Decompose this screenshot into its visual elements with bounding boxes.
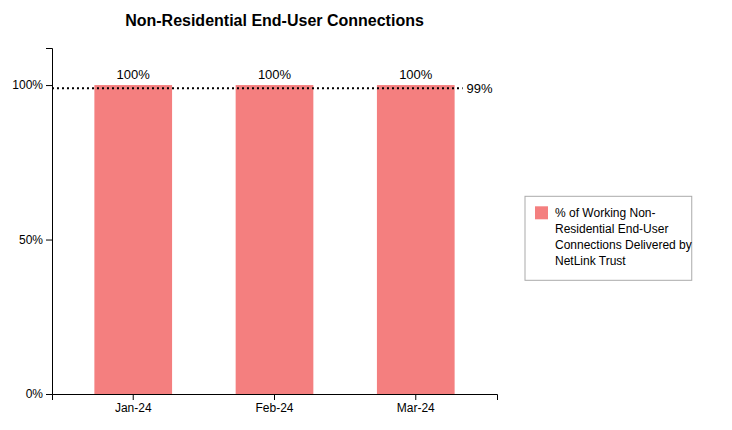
title: Non-Residential End-User Connections [125,12,424,29]
x-tick: Feb-24 [255,394,293,415]
y-tick-label: 50% [19,233,43,247]
legend: % of Working Non-Residential End-UserCon… [525,196,692,280]
data-label: 100% [117,67,151,82]
labels: 100% 100% 100% 99% [117,67,493,96]
y-tick-label: 100% [12,78,43,92]
x-axis-line [53,395,498,401]
y-tick-label: 0% [26,387,44,401]
data-label: 100% [258,67,292,82]
y-tick-mark [46,394,52,395]
legend-frame [525,196,692,280]
bar [236,85,314,394]
bar [377,85,455,394]
x-tick-mark [133,394,134,400]
x-tick-mark [415,394,416,400]
x-tick-label: Feb-24 [255,401,293,415]
x-axis: Jan-24 Feb-24 Mar-24 [53,394,498,415]
x-tick-mark [274,394,275,400]
legend-item: % of Working Non-Residential End-UserCon… [535,206,692,268]
y-axis: 0% 50% 100% [12,49,52,402]
reference-label: 99% [467,81,493,96]
marks [52,85,463,394]
y-tick: 0% [26,387,52,401]
x-tick-label: Jan-24 [115,401,152,415]
x-tick-label: Mar-24 [397,401,435,415]
y-tick: 50% [19,233,52,247]
x-tick: Jan-24 [115,394,152,415]
y-tick-mark [46,240,52,241]
plot: 0% 50% 100% Jan-24 Feb-24 Mar-24 100% 100% 100% 9… [12,49,497,415]
chart: Non-Residential End-User Connections 0% 50… [0,0,732,430]
x-tick: Mar-24 [397,394,435,415]
data-label: 100% [399,67,433,82]
legend-label: % of Working Non-Residential End-UserCon… [555,206,692,268]
reference-line [52,87,463,89]
y-tick-mark [46,85,52,86]
legend-swatch [535,206,548,219]
y-axis-line [46,49,53,395]
bar [94,85,172,394]
y-tick: 100% [12,78,52,92]
